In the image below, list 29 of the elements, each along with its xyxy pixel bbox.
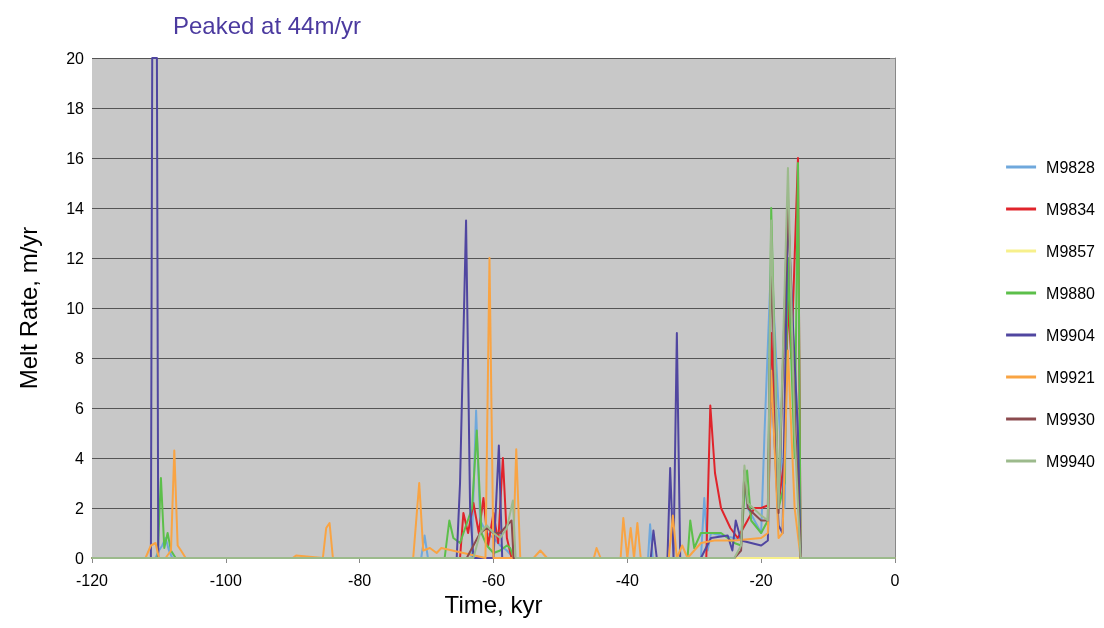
y-axis-title: Melt Rate, m/yr	[14, 226, 42, 390]
y-tick-label: 12	[66, 249, 85, 267]
y-tick-label: 20	[66, 49, 85, 67]
legend-label: M9880	[1046, 284, 1096, 302]
x-tick-label: -80	[348, 571, 372, 589]
y-tick-label: 6	[75, 399, 85, 417]
x-tick-label: -60	[481, 571, 506, 589]
y-tick-label: 0	[75, 549, 85, 567]
y-tick-label: 14	[66, 199, 85, 217]
x-tick-label: -20	[749, 571, 773, 589]
y-tick-label: 8	[75, 349, 85, 367]
x-tick-label: -120	[75, 571, 109, 589]
y-tick-label: 2	[75, 499, 85, 517]
legend-label: M9904	[1046, 326, 1096, 344]
x-tick-label: -40	[615, 571, 639, 589]
legend-label: M9940	[1046, 452, 1096, 470]
x-tick-label: -100	[209, 571, 242, 589]
y-tick-label: 16	[66, 149, 85, 167]
legend-label: M9834	[1046, 200, 1096, 218]
legend-label: M9921	[1046, 368, 1096, 386]
x-axis-title: Time, kyr	[444, 591, 543, 619]
y-tick-label: 4	[75, 449, 85, 467]
y-tick-label: 10	[66, 299, 85, 317]
legend-label: M9930	[1046, 410, 1096, 428]
x-tick-label: 0	[890, 571, 900, 589]
legend-label: M9828	[1046, 158, 1096, 176]
y-tick-label: 18	[66, 99, 85, 117]
chart-title: Peaked at 44m/yr	[173, 11, 362, 39]
legend-label: M9857	[1046, 242, 1096, 260]
